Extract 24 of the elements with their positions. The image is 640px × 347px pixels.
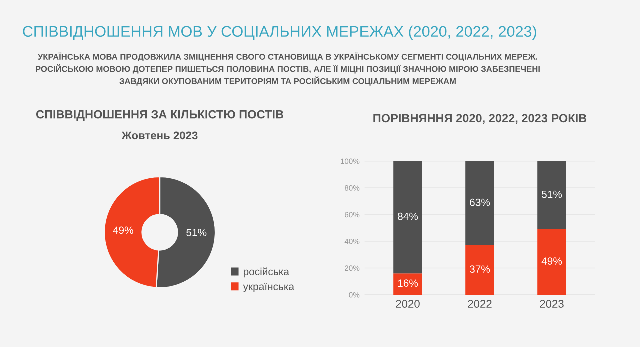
data-label: 63% xyxy=(470,198,490,206)
data-label: 16% xyxy=(398,280,418,288)
x-tick-label: 2023 xyxy=(540,300,564,308)
data-label: 49% xyxy=(113,226,134,234)
bar xyxy=(538,161,566,230)
data-label: 37% xyxy=(470,266,490,274)
text: СПІВВІДНОШЕННЯ МОВ У СОЦІАЛЬНИХ МЕРЕЖАХ (2020, 2022, 2023) xyxy=(23,26,536,40)
legend-label: російська xyxy=(244,268,290,278)
x-tick-label: 2022 xyxy=(468,300,492,308)
bar xyxy=(394,274,422,295)
text: УКРАЇНСЬКА МОВА ПРОДОВЖИЛА ЗМІЦНЕННЯ СВОГО СТАНОВИЩА В УКРАЇНСЬКОМУ СЕГМЕНТІ СОЦІАЛЬНИХ МЕРЕЖ. РОСІЙСЬКОЮ МОВОЮ ДОТЕПЕР ПИШЕТЬСЯ ПОЛОВИНА ПОСТІВ, АЛЕ ЇЇ МІЦНІ ПОЗИЦІЇ ЗНАЧНОЮ МІРОЮ ЗАБЕЗПЕЧЕНІ ЗАВДЯКИ ОКУПОВАНИМ ТЕРИТОРІЯМ ТА РОСІЙСЬКИМ СОЦІАЛЬНИМ МЕРЕЖАМ xyxy=(36,52,540,86)
chart-subtitle: Жовтень 2023 xyxy=(122,132,198,140)
data-label: 84% xyxy=(398,212,418,220)
data-label: 51% xyxy=(542,190,562,198)
legend-label: українська xyxy=(243,283,295,293)
data-label: 49% xyxy=(542,258,562,266)
bar xyxy=(538,229,566,295)
chart-title: ПОРІВНЯННЯ 2020, 2022, 2023 РОКІВ xyxy=(374,114,587,124)
x-tick-label: 2020 xyxy=(396,300,420,308)
bar xyxy=(394,161,422,274)
chart-title: СПІВВІДНОШЕННЯ ЗА КІЛЬКІСТЮ ПОСТІВ xyxy=(36,110,284,121)
data-label: 51% xyxy=(186,229,207,236)
bar xyxy=(466,161,494,246)
bar xyxy=(466,246,494,295)
